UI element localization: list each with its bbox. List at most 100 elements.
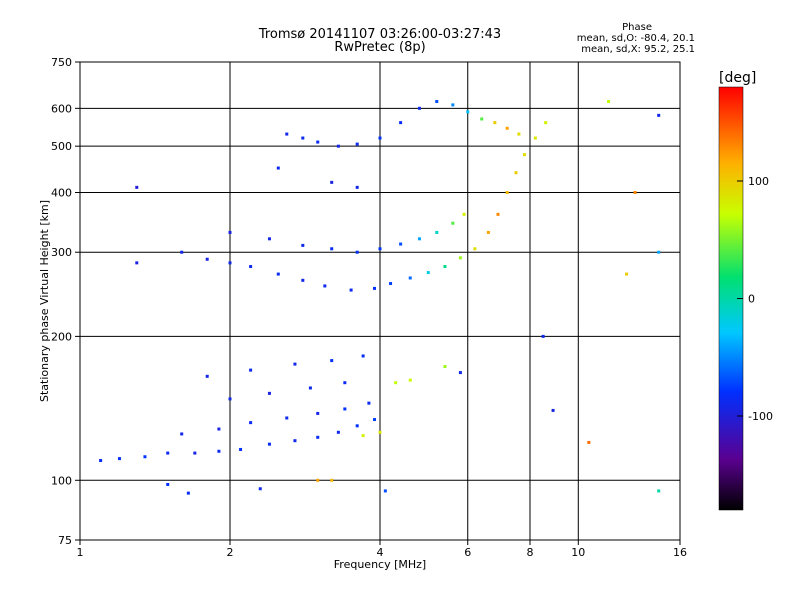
data-point [541, 334, 545, 338]
data-point [378, 247, 382, 251]
data-point [276, 166, 280, 170]
data-point [336, 430, 340, 434]
data-point [473, 247, 477, 251]
data-point [417, 106, 421, 110]
data-point [378, 136, 382, 140]
y-tick-label: 75 [58, 534, 72, 547]
data-point [336, 144, 340, 148]
data-point [239, 447, 243, 451]
data-point [625, 272, 629, 276]
data-point [462, 212, 466, 216]
data-point [293, 439, 297, 443]
y-tick-label: 500 [51, 140, 72, 153]
data-point [323, 284, 327, 288]
x-tick-label: 10 [571, 546, 585, 559]
data-point [533, 136, 537, 140]
data-point [355, 424, 359, 428]
data-point [249, 368, 253, 372]
colorbar-ticks: -100 0 100 [737, 175, 773, 423]
data-point [458, 256, 462, 260]
data-point [267, 237, 271, 241]
y-tick-label: 100 [51, 474, 72, 487]
y-axis-ticks: 75 100 200 300 400 500 600 750 [51, 56, 80, 547]
phase-legend-x-mode: mean, sd,X: 95.2, 25.1 [581, 44, 695, 55]
y-tick-label: 300 [51, 246, 72, 259]
x-tick-label: 1 [77, 546, 84, 559]
data-point [301, 278, 305, 282]
x-tick-label: 2 [227, 546, 234, 559]
data-points [99, 100, 661, 495]
data-point [505, 190, 509, 194]
data-point [249, 421, 253, 425]
x-tick-label: 16 [673, 546, 687, 559]
data-point [389, 282, 393, 286]
data-point [135, 185, 139, 189]
data-point [607, 100, 611, 104]
data-point [308, 386, 312, 390]
x-tick-label: 8 [527, 546, 534, 559]
data-point [316, 140, 320, 144]
data-point [228, 230, 232, 234]
grid-lines [80, 62, 680, 540]
data-point [451, 221, 455, 225]
data-point [426, 271, 430, 275]
data-point [443, 364, 447, 368]
data-point [217, 427, 221, 431]
data-point [193, 451, 197, 455]
data-point [135, 261, 139, 265]
data-point [523, 153, 527, 157]
phase-legend-o-mode: mean, sd,O: -80.4, 20.1 [576, 33, 695, 44]
y-tick-label: 400 [51, 186, 72, 199]
data-point [205, 257, 209, 261]
data-point [486, 230, 490, 234]
data-point [373, 286, 377, 290]
data-point [551, 408, 555, 412]
data-point [249, 265, 253, 269]
x-axis-label: Frequency [MHz] [334, 558, 426, 571]
data-point [517, 132, 521, 136]
colorbar-tick-label: 100 [748, 175, 769, 188]
data-point [217, 449, 221, 453]
data-point [316, 411, 320, 415]
data-point [228, 261, 232, 265]
data-point [330, 180, 334, 184]
data-point [361, 354, 365, 358]
data-point [458, 371, 462, 375]
data-point [657, 489, 661, 493]
data-point [443, 265, 447, 269]
data-point [587, 440, 591, 444]
data-point [258, 487, 262, 491]
data-point [143, 455, 147, 459]
data-point [267, 442, 271, 446]
data-point [355, 142, 359, 146]
data-point [343, 381, 347, 385]
data-point [267, 391, 271, 395]
data-point [408, 378, 412, 382]
data-point [166, 451, 170, 455]
data-point [355, 250, 359, 254]
data-point [435, 100, 439, 104]
x-tick-label: 4 [377, 546, 384, 559]
data-point [293, 362, 297, 366]
data-point [633, 190, 637, 194]
data-point [408, 276, 412, 280]
data-point [285, 132, 289, 136]
data-point [330, 359, 334, 363]
y-tick-label: 750 [51, 56, 72, 69]
data-point [383, 489, 387, 493]
colorbar-label: [deg] [719, 70, 756, 86]
data-point [205, 374, 209, 378]
data-point [514, 171, 518, 175]
colorbar-tick-label: -100 [748, 410, 773, 423]
data-point [228, 397, 232, 401]
data-point [316, 478, 320, 482]
data-point [451, 103, 455, 107]
chart-title: Tromsø 20141107 03:26:00-03:27:43 [258, 27, 502, 42]
data-point [417, 237, 421, 241]
data-point [466, 110, 470, 114]
data-point [399, 121, 403, 125]
y-axis-label: Stationary phase Virtual Height [km] [38, 200, 51, 402]
data-point [361, 434, 365, 438]
data-point [99, 458, 103, 462]
